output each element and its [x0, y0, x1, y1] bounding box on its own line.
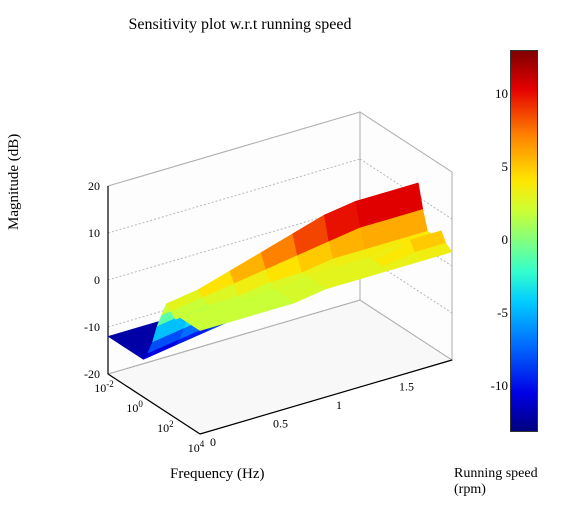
svg-text:1.5: 1.5: [399, 380, 414, 394]
z-axis-label: Magnitude (dB): [6, 134, 23, 230]
y-axis-label: Running speed (rpm): [454, 466, 562, 498]
svg-text:10: 10: [88, 226, 100, 240]
svg-text:104: 104: [188, 439, 205, 455]
colorbar-tick-label: -5: [497, 305, 508, 321]
svg-text:100: 100: [126, 399, 143, 415]
svg-text:0.5: 0.5: [273, 417, 288, 431]
chart-title: Sensitivity plot w.r.t running speed: [0, 16, 480, 34]
colorbar-tick-label: 5: [502, 159, 509, 175]
colorbar-tick-label: -10: [491, 378, 508, 394]
colorbar: [510, 50, 538, 432]
surface-plot-3d: -20-100102010-210010210400.511.52: [20, 36, 460, 476]
svg-text:0: 0: [94, 273, 100, 287]
svg-text:20: 20: [88, 179, 100, 193]
svg-text:-20: -20: [84, 367, 100, 381]
svg-text:0: 0: [210, 435, 216, 449]
colorbar-tick-label: 10: [495, 86, 508, 102]
svg-text:1: 1: [336, 398, 342, 412]
colorbar-ticks: 10 5 0 -5 -10: [478, 50, 508, 430]
colorbar-tick-label: 0: [502, 232, 509, 248]
figure-root: Sensitivity plot w.r.t running speed -20…: [0, 0, 562, 513]
x-axis-label: Frequency (Hz): [170, 466, 265, 483]
svg-text:10-2: 10-2: [94, 379, 114, 395]
svg-text:-10: -10: [84, 320, 100, 334]
svg-text:102: 102: [157, 419, 174, 435]
